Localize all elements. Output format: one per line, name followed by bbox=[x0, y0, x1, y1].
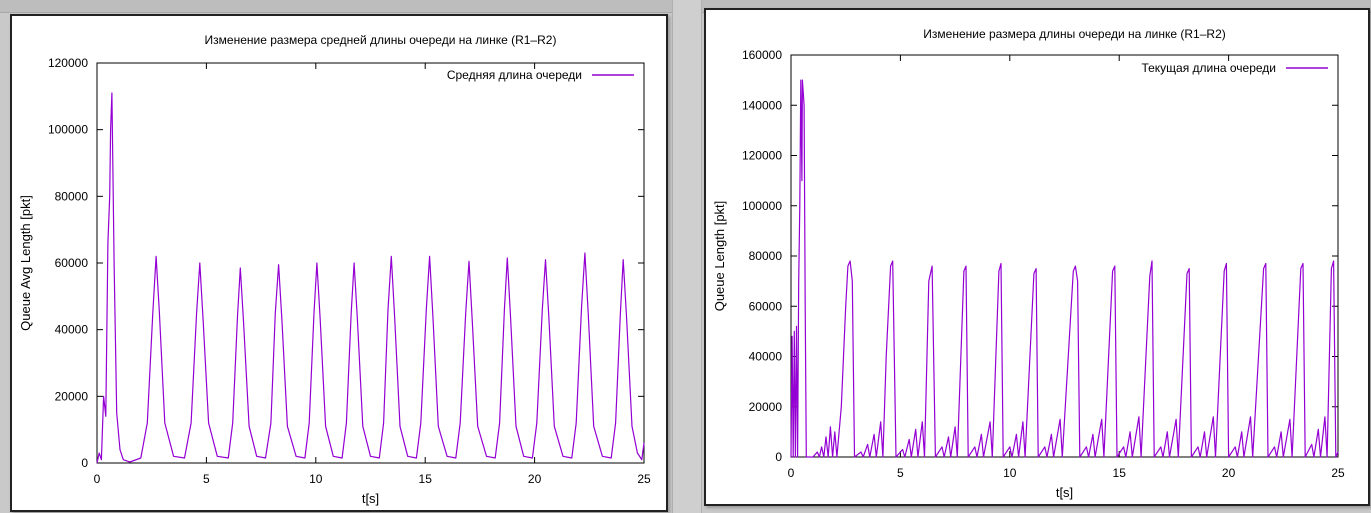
series-line bbox=[790, 79, 1339, 458]
x-tick-label: 5 bbox=[897, 466, 904, 480]
y-tick-label: 80000 bbox=[55, 189, 89, 203]
x-tick-label: 25 bbox=[637, 472, 651, 486]
x-axis-label: t[s] bbox=[362, 491, 379, 506]
y-tick-label: 0 bbox=[775, 450, 782, 464]
x-tick-label: 0 bbox=[788, 466, 795, 480]
avg-queue-chart: Изменение размера средней длины очереди … bbox=[18, 33, 651, 506]
plot-frame bbox=[96, 62, 645, 464]
y-tick-label: 100000 bbox=[742, 199, 782, 213]
x-tick-label: 15 bbox=[1113, 466, 1127, 480]
left-window-topbar bbox=[0, 0, 672, 13]
y-tick-label: 20000 bbox=[55, 389, 89, 403]
legend-label: Средняя длина очереди bbox=[447, 68, 582, 82]
x-tick-label: 20 bbox=[1222, 466, 1236, 480]
y-tick-label: 100000 bbox=[48, 123, 88, 137]
series-line bbox=[96, 92, 645, 464]
chart-title: Изменение размера длины очереди на линке… bbox=[923, 27, 1225, 41]
y-tick-label: 60000 bbox=[55, 256, 89, 270]
legend-label: Текущая длина очереди bbox=[1141, 61, 1276, 75]
x-tick-label: 15 bbox=[419, 472, 433, 486]
y-axis-label: Queue Length [pkt] bbox=[712, 201, 727, 312]
y-tick-label: 60000 bbox=[749, 299, 783, 313]
left-plot-window: Изменение размера средней длины очереди … bbox=[10, 14, 668, 512]
x-tick-label: 10 bbox=[1003, 466, 1017, 480]
y-tick-label: 0 bbox=[81, 456, 88, 470]
y-axis-label: Queue Avg Length [pkt] bbox=[18, 195, 33, 331]
y-tick-label: 40000 bbox=[749, 350, 783, 364]
chart-title: Изменение размера средней длины очереди … bbox=[205, 33, 557, 47]
y-tick-label: 80000 bbox=[749, 249, 783, 263]
window-divider bbox=[672, 0, 702, 513]
x-axis-label: t[s] bbox=[1056, 485, 1073, 500]
right-plot-window: Изменение размера длины очереди на линке… bbox=[704, 8, 1370, 506]
y-tick-label: 20000 bbox=[749, 400, 783, 414]
x-tick-label: 0 bbox=[94, 472, 101, 486]
y-tick-label: 40000 bbox=[55, 323, 89, 337]
x-tick-label: 20 bbox=[528, 472, 542, 486]
x-tick-label: 25 bbox=[1331, 466, 1345, 480]
x-tick-label: 5 bbox=[203, 472, 210, 486]
y-tick-label: 120000 bbox=[48, 56, 88, 70]
y-tick-label: 140000 bbox=[742, 98, 782, 112]
x-tick-label: 10 bbox=[309, 472, 323, 486]
y-tick-label: 120000 bbox=[742, 149, 782, 163]
y-tick-label: 160000 bbox=[742, 48, 782, 62]
current-queue-chart: Изменение размера длины очереди на линке… bbox=[712, 27, 1345, 500]
